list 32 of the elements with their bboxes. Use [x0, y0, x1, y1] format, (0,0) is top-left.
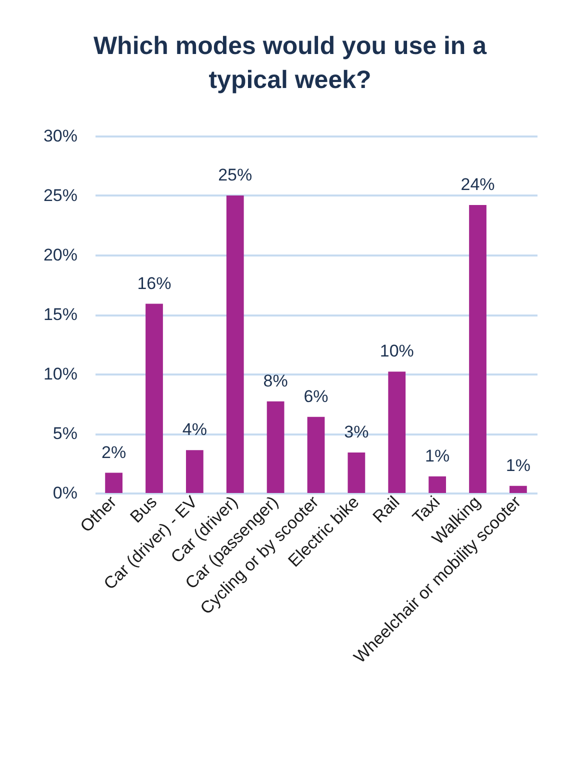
data-label: 2%	[102, 442, 126, 462]
data-label: 25%	[218, 166, 252, 184]
bar	[307, 416, 325, 493]
bar	[266, 401, 284, 493]
y-tick-label: 25%	[43, 186, 78, 205]
bar	[469, 205, 486, 493]
bar	[105, 472, 122, 493]
y-tick-label: 5%	[52, 424, 78, 443]
data-label: 8%	[263, 371, 288, 390]
data-label: 4%	[182, 420, 207, 440]
y-tick-label: 30%	[43, 126, 78, 146]
data-label: 16%	[137, 274, 172, 293]
y-tick-label: 0%	[52, 484, 78, 502]
bar	[226, 196, 244, 493]
data-label: 1%	[506, 456, 530, 475]
bar	[186, 450, 204, 493]
data-label: 24%	[460, 175, 495, 194]
data-label: 10%	[380, 342, 414, 361]
bar	[146, 304, 163, 493]
bar	[348, 452, 366, 493]
x-tick-label: Rail	[369, 492, 404, 527]
bar	[388, 372, 406, 493]
chart-title: Which modes would you use in a typical week?	[93, 32, 488, 94]
bar	[510, 486, 527, 493]
bar	[428, 476, 446, 493]
y-tick-label: 15%	[43, 305, 78, 324]
y-tick-label: 20%	[43, 246, 78, 264]
y-tick-label: 10%	[43, 364, 78, 384]
data-label: 3%	[344, 422, 369, 442]
data-label: 6%	[304, 386, 328, 406]
data-label: 1%	[425, 446, 450, 466]
x-tick-label: Bus	[126, 492, 161, 527]
